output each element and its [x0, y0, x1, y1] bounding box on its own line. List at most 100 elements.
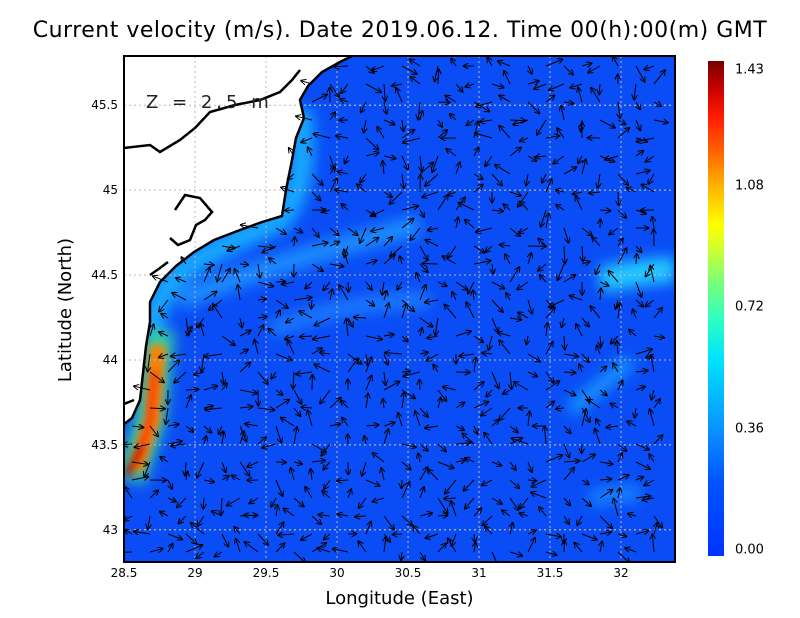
velocity-arrow	[473, 173, 483, 179]
velocity-arrow	[456, 163, 460, 175]
velocity-arrow	[419, 551, 425, 560]
velocity-arrow	[527, 372, 537, 376]
velocity-arrow	[644, 479, 655, 485]
velocity-arrow	[435, 317, 438, 335]
velocity-arrow	[581, 353, 589, 362]
velocity-arrow	[293, 462, 302, 464]
velocity-arrow	[322, 210, 331, 212]
velocity-arrow	[221, 476, 229, 480]
velocity-arrow	[222, 461, 226, 472]
velocity-arrow	[485, 155, 493, 166]
velocity-arrow	[437, 544, 446, 553]
velocity-arrow	[257, 533, 268, 545]
velocity-arrow	[217, 263, 223, 281]
velocity-arrow	[633, 309, 636, 319]
velocity-arrow	[134, 531, 151, 534]
velocity-arrow	[204, 436, 206, 445]
velocity-arrow	[465, 497, 475, 509]
velocity-arrow	[383, 191, 392, 197]
velocity-arrow	[401, 304, 406, 319]
velocity-arrow	[473, 508, 481, 517]
velocity-arrow	[311, 460, 325, 462]
velocity-arrow	[563, 65, 573, 75]
velocity-arrow	[465, 220, 475, 229]
velocity-arrow	[403, 371, 421, 376]
velocity-arrow	[301, 137, 313, 142]
velocity-arrow	[191, 523, 205, 535]
velocity-arrow	[563, 497, 570, 505]
velocity-arrow	[416, 273, 420, 283]
velocity-arrow	[591, 306, 601, 319]
velocity-arrow	[311, 348, 322, 355]
velocity-arrow	[576, 196, 583, 211]
velocity-arrow	[422, 191, 439, 197]
velocity-arrow	[491, 551, 498, 562]
velocity-arrow	[425, 300, 439, 302]
velocity-arrow	[460, 354, 475, 356]
velocity-arrow	[324, 533, 331, 539]
velocity-arrow	[149, 549, 163, 552]
velocity-arrow	[527, 538, 535, 553]
grid-lines-land	[124, 56, 675, 562]
velocity-arrow	[239, 407, 253, 409]
velocity-arrow	[438, 119, 442, 127]
velocity-arrow	[282, 282, 295, 284]
velocity-arrow	[419, 163, 433, 175]
velocity-arrow	[491, 497, 502, 504]
velocity-arrow	[398, 413, 403, 427]
velocity-arrow	[473, 291, 474, 301]
velocity-arrow	[635, 281, 642, 297]
velocity-arrow	[308, 147, 312, 157]
velocity-arrow	[239, 264, 248, 265]
velocity-arrow	[296, 372, 313, 374]
velocity-arrow	[426, 533, 439, 538]
velocity-arrow	[526, 173, 528, 185]
velocity-arrow	[634, 83, 636, 100]
velocity-arrow	[257, 246, 274, 248]
velocity-arrow	[545, 534, 561, 537]
velocity-arrow	[618, 453, 622, 463]
velocity-arrow	[617, 128, 629, 139]
velocity-arrow	[635, 387, 645, 390]
velocity-arrow	[513, 119, 529, 125]
velocity-arrow	[293, 228, 302, 233]
velocity-arrow	[588, 65, 601, 73]
velocity-arrow	[245, 424, 259, 426]
velocity-arrow	[466, 303, 475, 319]
velocity-arrow	[390, 191, 403, 204]
velocity-arrow	[474, 543, 476, 553]
y-tick-label: 43	[102, 523, 118, 537]
velocity-arrow	[236, 539, 241, 553]
velocity-arrow	[296, 116, 313, 121]
velocity-arrow	[509, 552, 522, 556]
velocity-arrow	[563, 354, 578, 357]
velocity-arrow	[238, 285, 240, 301]
velocity-arrow	[365, 281, 372, 290]
figure-title: Current velocity (m/s). Date 2019.06.12.…	[32, 18, 768, 43]
velocity-arrow	[337, 480, 349, 481]
velocity-arrow	[384, 371, 386, 385]
velocity-arrow	[239, 331, 251, 337]
velocity-arrow	[635, 299, 643, 307]
velocity-arrow	[437, 389, 446, 401]
velocity-arrow	[653, 120, 668, 123]
velocity-arrow	[381, 468, 384, 481]
velocity-arrow	[599, 83, 600, 94]
velocity-arrow	[257, 408, 274, 410]
velocity-arrow	[221, 269, 230, 283]
velocity-arrow	[410, 227, 421, 240]
velocity-arrow	[185, 327, 192, 337]
velocity-arrow	[509, 148, 521, 157]
y-tick-label: 45.5	[91, 98, 118, 112]
velocity-arrow	[635, 245, 641, 252]
velocity-arrow	[410, 77, 421, 85]
velocity-arrow	[455, 443, 471, 444]
velocity-arrow	[635, 65, 645, 82]
velocity-arrow	[517, 281, 529, 289]
velocity-arrow	[599, 462, 613, 464]
velocity-arrow	[464, 479, 475, 491]
velocity-arrow	[402, 173, 404, 188]
velocity-arrow	[577, 515, 583, 525]
velocity-arrow	[467, 119, 475, 125]
velocity-arrow	[402, 119, 403, 131]
